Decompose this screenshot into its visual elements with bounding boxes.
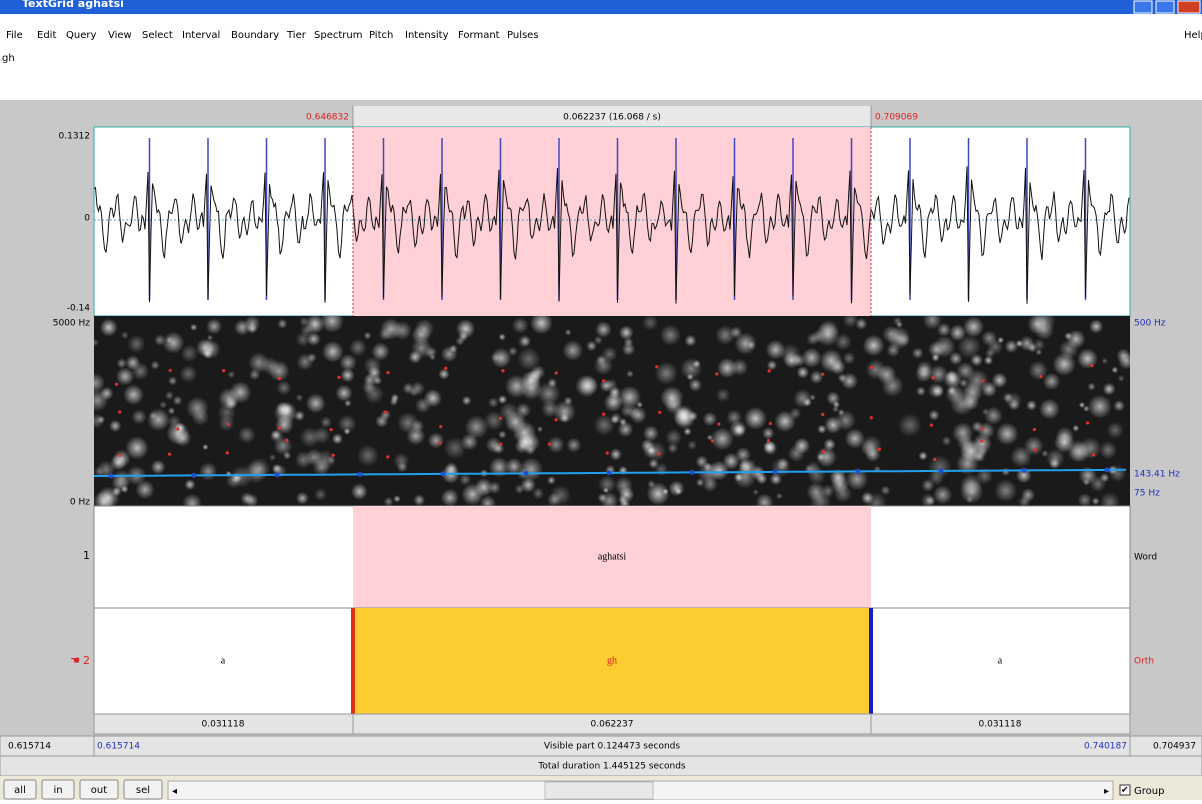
spectrogram-bottom: 0 Hz	[70, 498, 90, 508]
praat-window: TextGrid aghatsi File Edit Query View Select…	[0, 0, 1202, 800]
svg-text:◂: ◂	[172, 786, 177, 797]
menu-item[interactable]: Interval	[182, 30, 220, 41]
pitch-bottom: 75 Hz	[1134, 489, 1160, 499]
interval-label[interactable]: a	[221, 655, 226, 666]
menu-item[interactable]: Pitch	[369, 30, 393, 41]
selection-duration: 0.062237 (16.068 / s)	[563, 113, 661, 123]
window-end: 0.704937	[1153, 742, 1196, 752]
close-button[interactable]	[1178, 1, 1200, 13]
menu-item[interactable]: Boundary	[231, 30, 279, 41]
window-title: TextGrid aghatsi	[22, 0, 124, 10]
minimize-button[interactable]	[1134, 1, 1152, 13]
button-label[interactable]: in	[53, 785, 62, 796]
menu-item[interactable]: Intensity	[405, 30, 449, 41]
menu-item[interactable]: Spectrum	[314, 30, 362, 41]
interval-label[interactable]: gh	[607, 655, 617, 666]
pitch-value: 143.41 Hz	[1134, 470, 1180, 480]
selection-start: 0.646832	[306, 113, 349, 123]
duration-selection: 0.062237	[591, 720, 634, 730]
button-label[interactable]: sel	[136, 785, 150, 796]
menu-item[interactable]: View	[108, 30, 132, 41]
pitch-top: 500 Hz	[1134, 319, 1166, 329]
visible-end: 0.740187	[1084, 742, 1127, 752]
button-label[interactable]: out	[91, 785, 107, 796]
visible-part: Visible part 0.124473 seconds	[544, 742, 680, 752]
menu-item[interactable]: Pulses	[507, 30, 539, 41]
menu-item[interactable]: Query	[66, 30, 96, 41]
tier-number: 1	[83, 549, 90, 562]
menu-item[interactable]: Tier	[286, 30, 307, 41]
title-bar	[0, 0, 1202, 14]
menu-item[interactable]: Formant	[458, 30, 500, 41]
duration-right: 0.031118	[979, 720, 1022, 730]
total-duration: Total duration 1.445125 seconds	[537, 762, 686, 772]
visible-start: 0.615714	[97, 742, 140, 752]
waveform-zero: 0	[84, 214, 90, 224]
tier-number: 2	[83, 654, 90, 667]
menu-item[interactable]: Select	[142, 30, 173, 41]
waveform-min: -0.14	[67, 304, 91, 314]
scroll-thumb[interactable]	[545, 782, 653, 799]
svg-text:✔: ✔	[1121, 786, 1129, 796]
duration-left: 0.031118	[202, 720, 245, 730]
window-start: 0.615714	[8, 742, 51, 752]
tier-name: Orth	[1134, 657, 1154, 667]
menu-item[interactable]: Edit	[37, 30, 56, 41]
menu-item[interactable]: Help	[1184, 30, 1202, 41]
button-label[interactable]: all	[14, 785, 26, 796]
interval-label[interactable]: aghatsi	[598, 551, 627, 562]
menu-item[interactable]: File	[6, 30, 23, 41]
waveform-max: 0.1312	[59, 132, 91, 142]
tier-name: Word	[1134, 553, 1157, 563]
interval-label[interactable]: a	[998, 655, 1003, 666]
svg-text:☚: ☚	[70, 654, 80, 667]
svg-text:▸: ▸	[1104, 786, 1109, 797]
maximize-button[interactable]	[1156, 1, 1174, 13]
menu-bar	[0, 14, 1202, 44]
text-field[interactable]: gh	[2, 53, 15, 64]
spectrogram-top: 5000 Hz	[53, 319, 91, 329]
selection-end: 0.709069	[875, 113, 918, 123]
group-label: Group	[1134, 786, 1164, 797]
